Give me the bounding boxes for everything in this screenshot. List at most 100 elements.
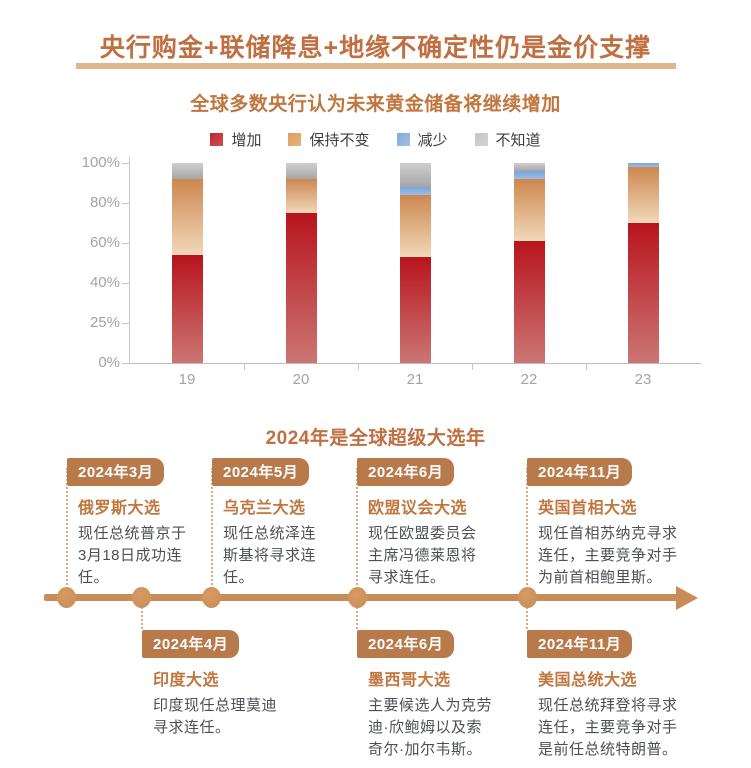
y-tick-mark [122, 363, 129, 364]
x-tick-mark [472, 364, 473, 370]
y-tick-label: 100% [81, 154, 120, 171]
y-tick-mark [122, 243, 129, 244]
event-description: 现任总统泽连斯基将寻求连任。 [223, 525, 317, 586]
bar-segment [171, 179, 203, 255]
bar-segment [399, 257, 431, 363]
timeline-event: 2024年5月乌克兰大选现任总统泽连斯基将寻求连任。 [209, 458, 329, 589]
event-description: 现任总统普京于3月18日成功连任。 [78, 525, 187, 586]
bar-segment [627, 167, 659, 223]
bar-segment [171, 255, 203, 363]
stacked-bar [627, 163, 659, 363]
y-axis-line [129, 156, 130, 364]
timeline-event: 2024年3月 俄罗斯大选 现任总统普京于3月18日成功连任。 [64, 458, 194, 589]
x-tick-label: 23 [634, 371, 652, 388]
chart-legend: 增加 保持不变 减少 不知道 [0, 129, 751, 150]
x-tick-label: 20 [292, 371, 310, 388]
stacked-bar [171, 163, 203, 363]
timeline-arrowhead-icon [676, 586, 698, 610]
event-connector-line [526, 468, 528, 592]
y-tick-label: 25% [89, 314, 120, 331]
timeline-event: 2024年11月美国总统大选现任总统拜登将寻求连任，主要竞争对手是前任总统特朗普… [524, 630, 690, 761]
chart-title: 全球多数央行认为未来黄金储备将继续增加 [190, 94, 561, 115]
event-title: 美国总统大选 [538, 672, 638, 689]
x-axis-labels: 19 20 21 22 23 [130, 371, 700, 388]
event-date-badge: 2024年5月 [212, 458, 310, 486]
event-date-badge: 2024年11月 [527, 458, 633, 486]
event-date-badge: 2024年11月 [527, 630, 633, 658]
event-connector-line [356, 604, 358, 629]
x-tick-mark [358, 364, 359, 370]
y-tick-mark [122, 163, 129, 164]
y-tick-label: 40% [89, 274, 120, 291]
y-tick-label: 60% [89, 234, 120, 251]
y-tick-mark [122, 283, 129, 284]
event-description: 现任首相苏纳克寻求连任，主要竞争对手为前首相鲍里斯。 [538, 525, 678, 586]
event-date-badge: 2024年6月 [357, 458, 455, 486]
timeline-event: 2024年11月英国首相大选现任首相苏纳克寻求连任，主要竞争对手为前首相鲍里斯。 [524, 458, 692, 589]
bar-segment [513, 241, 545, 363]
x-tick-mark [586, 364, 587, 370]
legend-item: 不知道 [474, 129, 541, 150]
legend-label: 增加 [231, 132, 262, 149]
bar-segment [513, 171, 545, 179]
bar-cell [130, 163, 244, 363]
timeline-node-dot [132, 587, 151, 608]
event-date-badge: 2024年3月 [67, 458, 165, 486]
bar-segment [399, 195, 431, 257]
legend-label: 减少 [417, 132, 448, 149]
event-description: 现任总统拜登将寻求连任，主要竞争对手是前任总统特朗普。 [538, 697, 678, 758]
page-title: 央行购金+联储降息+地缘不确定性仍是金价支撑 [99, 34, 652, 62]
bar-segment [399, 187, 431, 195]
event-connector-line [141, 604, 143, 629]
event-title: 英国首相大选 [538, 500, 638, 517]
x-tick-label: 21 [406, 371, 424, 388]
stacked-bar [285, 163, 317, 363]
timeline-title: 2024年是全球超级大选年 [265, 428, 486, 449]
legend-item: 减少 [396, 129, 448, 150]
timeline-node-dot [518, 587, 537, 608]
timeline-node-dot [57, 587, 76, 608]
bar-cell [586, 163, 700, 363]
x-tick-label: 22 [520, 371, 538, 388]
y-tick-label: 0% [98, 354, 120, 371]
legend-label: 不知道 [495, 132, 541, 149]
legend-swatch-icon [474, 133, 488, 146]
legend-swatch-icon [396, 133, 410, 146]
timeline-event: 2024年4月 印度大选 印度现任总理莫迪寻求连任。 [139, 630, 279, 739]
y-tick-mark [122, 203, 129, 204]
event-title: 欧盟议会大选 [368, 500, 468, 517]
event-connector-line [66, 468, 68, 592]
bar-segment [285, 179, 317, 213]
bar-segment [171, 163, 203, 179]
legend-swatch-icon [210, 133, 224, 146]
stacked-bar-plot [130, 163, 700, 363]
event-connector-line [526, 604, 528, 629]
event-connector-line [356, 468, 358, 592]
bar-segment [513, 163, 545, 171]
stacked-bar [513, 163, 545, 363]
timeline-event: 2024年6月 墨西哥大选 主要候选人为克劳迪·欣鲍姆以及索奇尔·加尔韦斯。 [354, 630, 494, 761]
event-date-badge: 2024年6月 [357, 630, 455, 658]
event-title: 乌克兰大选 [223, 500, 306, 517]
y-tick-mark [122, 323, 129, 324]
event-date-badge: 2024年4月 [142, 630, 240, 658]
legend-item: 保持不变 [288, 129, 370, 150]
timeline-node-dot [202, 587, 221, 608]
timeline-node-dot [348, 587, 367, 608]
bar-segment [285, 163, 317, 179]
event-connector-line [211, 468, 213, 592]
stacked-bar [399, 163, 431, 363]
bar-cell [244, 163, 358, 363]
bar-segment [627, 223, 659, 363]
event-title: 印度大选 [153, 672, 220, 689]
x-tick-mark [244, 364, 245, 370]
event-description: 主要候选人为克劳迪·欣鲍姆以及索奇尔·加尔韦斯。 [368, 697, 493, 758]
x-tick-label: 19 [178, 371, 196, 388]
event-description: 现任欧盟委员会主席冯德莱恩将寻求连任。 [368, 525, 477, 586]
bar-segment [513, 179, 545, 241]
timeline-event: 2024年6月欧盟议会大选现任欧盟委员会主席冯德莱恩将寻求连任。 [354, 458, 488, 589]
title-underline [76, 63, 676, 69]
bar-cell [358, 163, 472, 363]
legend-swatch-icon [288, 133, 302, 146]
